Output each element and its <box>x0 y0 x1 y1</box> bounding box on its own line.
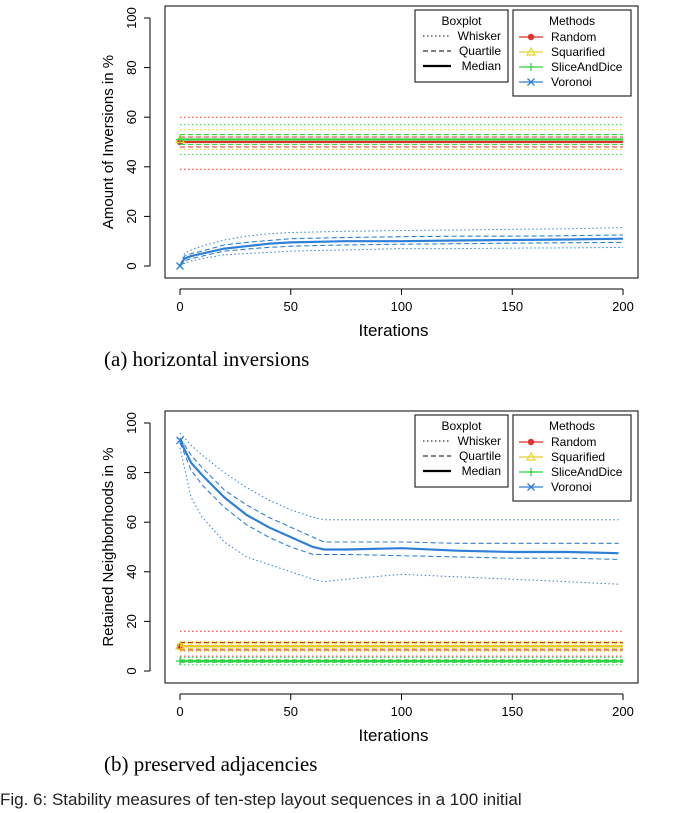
legend-boxplot-entry: Median <box>462 59 501 73</box>
y-tick-label: 100 <box>124 412 139 434</box>
legend-methods-entry: Squarified <box>551 450 605 464</box>
figure-caption-text: Fig. 6: Stability measures of ten-step l… <box>0 790 522 809</box>
series-squarified <box>174 640 623 652</box>
y-tick-label: 0 <box>124 262 139 269</box>
x-tick-label: 50 <box>284 299 298 314</box>
voronoi-marker-b <box>527 78 535 86</box>
voronoi-marker <box>527 483 535 491</box>
voronoi-marker-b <box>176 436 184 445</box>
legend-boxplot-title: Boxplot <box>441 14 482 28</box>
caption-horizontal-inversions: (a) horizontal inversions <box>104 347 310 371</box>
x-tick-label: 0 <box>176 299 183 314</box>
x-tick-label: 200 <box>612 704 634 719</box>
legend-methods-entry: Voronoi <box>551 75 592 89</box>
legend-boxplot-entry: Whisker <box>458 29 501 43</box>
legend-methods-title: Methods <box>549 14 595 28</box>
plot-frame <box>164 5 639 279</box>
legend-boxplot-title: Boxplot <box>441 419 482 433</box>
y-axis-label: Retained Neighborhoods in % <box>100 447 117 646</box>
series-sliceanddice <box>176 656 623 666</box>
legend-methods: Methods RandomSquarifiedSliceAndDiceVoron… <box>512 414 632 502</box>
y-tick-label: 60 <box>124 515 139 529</box>
median-line-voronoi <box>179 237 624 267</box>
sliceanddice-marker <box>527 63 535 71</box>
x-tick-label: 200 <box>612 299 634 314</box>
series-random <box>176 116 623 170</box>
x-tick-label: 50 <box>284 704 298 719</box>
series-voronoi <box>176 227 624 270</box>
legend-methods: Methods RandomSquarifiedSliceAndDiceVoron… <box>512 9 632 97</box>
legend-boxplot-entry: Quartile <box>459 449 501 463</box>
series-voronoi <box>176 432 619 585</box>
quartile-low-line-voronoi <box>179 442 619 560</box>
legend-boxplot-frame <box>414 414 509 488</box>
x-axis-label: Iterations <box>359 321 429 340</box>
whisker-low-line-voronoi <box>179 447 619 585</box>
plot-frame <box>164 410 639 684</box>
legend-boxplot-entry: Whisker <box>458 434 501 448</box>
squarified-marker <box>174 640 186 650</box>
series-sliceanddice <box>176 124 623 155</box>
y-tick-label: 0 <box>124 667 139 674</box>
legend-methods-title: Methods <box>549 419 595 433</box>
voronoi-marker <box>176 436 184 445</box>
squarified-marker <box>525 451 537 461</box>
legend-methods-entry: Voronoi <box>551 480 592 494</box>
legend-boxplot-entry: Quartile <box>459 44 501 58</box>
x-tick-label: 100 <box>391 299 413 314</box>
random-marker <box>527 33 535 41</box>
voronoi-marker-b <box>527 483 535 491</box>
whisker-low-line-voronoi <box>179 246 624 267</box>
y-axis-label: Amount of Inversions in % <box>100 55 117 229</box>
chart-horizontal-inversions: 0 20 40 60 80 100 Amount of Inversions in % 0 50… <box>0 0 689 400</box>
quartile-high-line-voronoi <box>179 234 624 267</box>
quartile-high-line-voronoi <box>179 437 619 544</box>
y-tick-label: 80 <box>124 60 139 74</box>
caption-preserved-adjacencies: (b) preserved adjacencies <box>104 752 318 776</box>
sliceanddice-marker <box>527 468 535 476</box>
legend-methods-entry: Squarified <box>551 45 605 59</box>
y-tick-label: 20 <box>124 209 139 223</box>
x-tick-label: 150 <box>501 299 523 314</box>
y-tick-label: 100 <box>124 7 139 29</box>
y-tick-label: 40 <box>124 160 139 174</box>
x-tick-label: 0 <box>176 704 183 719</box>
voronoi-marker <box>527 78 535 86</box>
legend-methods-entry: Random <box>551 435 596 449</box>
chart-b-svg: 0 20 40 60 80 100 Retained Neighborhoods in % 0… <box>100 410 639 745</box>
whisker-high-line-voronoi <box>179 432 619 521</box>
voronoi-marker <box>176 262 184 270</box>
y-tick-label: 20 <box>124 614 139 628</box>
chart-a-svg: 0 20 40 60 80 100 Amount of Inversions in % 0 50… <box>100 5 639 340</box>
random-marker <box>527 438 535 446</box>
voronoi-marker-b <box>176 262 184 270</box>
x-axis-label: Iterations <box>359 726 429 745</box>
legend-methods-entry: SliceAndDice <box>551 465 623 479</box>
y-tick-label: 80 <box>124 465 139 479</box>
chart-preserved-adjacencies: 0 20 40 60 80 100 Retained Neighborhoods in % 0… <box>0 405 689 785</box>
y-tick-label: 40 <box>124 565 139 579</box>
x-tick-label: 100 <box>391 704 413 719</box>
legend-boxplot-entry: Median <box>462 464 501 478</box>
sliceanddice-marker <box>176 657 184 666</box>
legend-methods-entry: SliceAndDice <box>551 60 623 74</box>
y-tick-label: 60 <box>124 110 139 124</box>
legend-boxplot-frame <box>414 9 509 83</box>
sliceanddice-marker <box>176 135 184 144</box>
squarified-marker <box>525 46 537 56</box>
median-line-voronoi <box>179 439 619 555</box>
legend-methods-entry: Random <box>551 30 596 44</box>
x-tick-label: 150 <box>501 704 523 719</box>
